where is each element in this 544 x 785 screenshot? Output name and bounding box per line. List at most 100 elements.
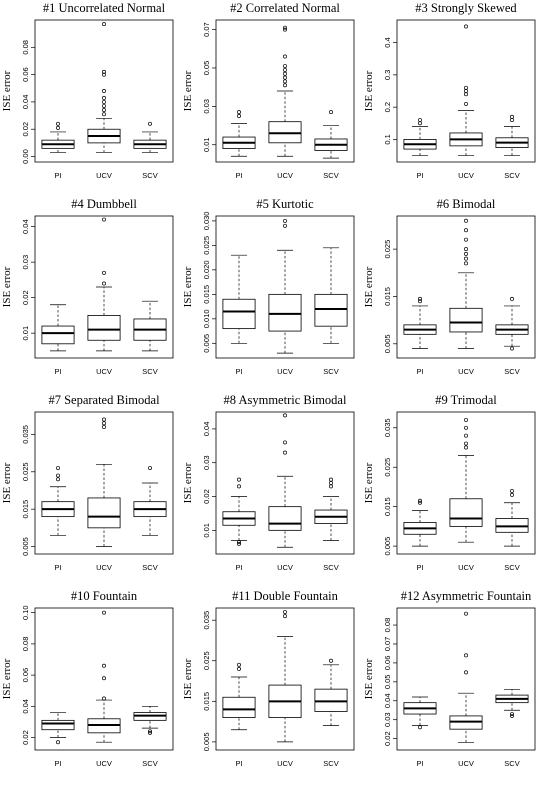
x-tick-label: PI [54, 171, 61, 180]
panel-title: #4 Dumbbell [71, 197, 137, 211]
outlier [510, 488, 514, 493]
outlier [237, 662, 241, 667]
y-tick-label: 0.015 [202, 285, 211, 304]
x-tick-label: PI [235, 171, 242, 180]
outlier [56, 473, 60, 478]
outlier [510, 346, 514, 351]
outlier [283, 218, 287, 223]
box [87, 314, 121, 341]
y-tick-label: 0.04 [21, 699, 30, 714]
y-tick-label: 0.015 [383, 497, 392, 516]
y-tick-label: 0.025 [383, 240, 392, 259]
outlier [283, 64, 287, 69]
y-tick-label: 0.025 [202, 236, 211, 255]
box [222, 696, 256, 718]
y-tick-label: 0.02 [21, 122, 30, 137]
x-tick-label: PI [235, 759, 242, 768]
outlier [329, 477, 333, 482]
y-tick-label: 0.01 [21, 326, 30, 341]
outlier [464, 228, 468, 233]
x-tick-label: SCV [323, 563, 338, 572]
outlier [464, 251, 468, 256]
x-tick-label: SCV [142, 563, 157, 572]
x-tick-label: PI [54, 367, 61, 376]
y-axis-label: ISE error [363, 658, 375, 699]
x-tick-label: PI [54, 759, 61, 768]
outlier [283, 223, 287, 228]
outlier [283, 450, 287, 455]
outlier [102, 217, 106, 222]
outlier [464, 425, 468, 430]
y-tick-label: 0.10 [21, 605, 30, 620]
outlier [464, 433, 468, 438]
y-axis-label: ISE error [363, 70, 375, 111]
y-tick-label: 0.03 [202, 99, 211, 114]
y-tick-label: 0.04 [202, 422, 211, 437]
y-tick-label: 0.04 [21, 95, 30, 110]
x-tick-label: PI [416, 171, 423, 180]
outlier [102, 72, 106, 77]
outlier [102, 663, 106, 668]
panel-title: #3 Strongly Skewed [415, 1, 517, 15]
outlier [510, 114, 514, 119]
y-tick-label: 0.05 [202, 61, 211, 76]
y-tick-label: 0.015 [21, 500, 30, 519]
y-tick-label: 0.06 [383, 656, 392, 671]
x-tick-label: SCV [504, 759, 519, 768]
y-tick-label: 0.08 [21, 637, 30, 652]
y-tick-label: 0.035 [383, 418, 392, 437]
box [314, 293, 348, 327]
y-axis-label: ISE error [363, 266, 375, 307]
panel-title: #7 Separated Bimodal [48, 393, 160, 407]
y-tick-label: 0.015 [383, 287, 392, 306]
y-tick-label: 0.005 [383, 537, 392, 556]
y-tick-label: 0.02 [383, 731, 392, 746]
plot-frame [215, 607, 355, 751]
y-tick-label: 0.02 [21, 730, 30, 745]
plot-frame [396, 607, 536, 751]
outlier [102, 281, 106, 286]
outlier [329, 658, 333, 663]
outlier [102, 95, 106, 100]
y-axis-label: ISE error [182, 266, 194, 307]
y-axis-label: ISE error [1, 266, 13, 307]
panel-title: #1 Uncorrelated Normal [43, 1, 166, 15]
outlier [464, 256, 468, 261]
x-tick-label: PI [235, 563, 242, 572]
outlier [464, 261, 468, 266]
x-tick-label: PI [416, 759, 423, 768]
y-tick-label: 0.03 [383, 712, 392, 727]
x-tick-label: UCV [458, 171, 474, 180]
outlier [237, 541, 241, 546]
x-tick-label: PI [235, 367, 242, 376]
box [87, 497, 121, 529]
y-tick-label: 0.005 [383, 334, 392, 353]
outlier [510, 712, 514, 716]
outlier [283, 614, 287, 619]
outlier [56, 477, 60, 482]
panel-title: #9 Trimodal [435, 393, 497, 407]
outlier [464, 611, 468, 616]
outlier [464, 237, 468, 242]
outlier [237, 484, 241, 489]
plot-frame [34, 215, 174, 359]
x-tick-label: UCV [458, 759, 474, 768]
x-tick-label: PI [416, 367, 423, 376]
outlier [464, 92, 468, 97]
y-tick-label: 0.025 [383, 458, 392, 477]
x-tick-label: UCV [96, 367, 112, 376]
x-tick-label: UCV [277, 171, 293, 180]
outlier [283, 83, 287, 88]
outlier [102, 610, 106, 615]
outlier [283, 440, 287, 445]
outlier [148, 466, 152, 471]
outlier [329, 110, 333, 115]
x-tick-label: SCV [504, 563, 519, 572]
y-tick-label: 0.3 [383, 70, 392, 80]
outlier [102, 676, 106, 681]
outlier [56, 121, 60, 126]
y-axis-label: ISE error [1, 462, 13, 503]
outlier [418, 296, 422, 301]
plot-frame [34, 411, 174, 555]
y-tick-label: 0.1 [383, 134, 392, 144]
